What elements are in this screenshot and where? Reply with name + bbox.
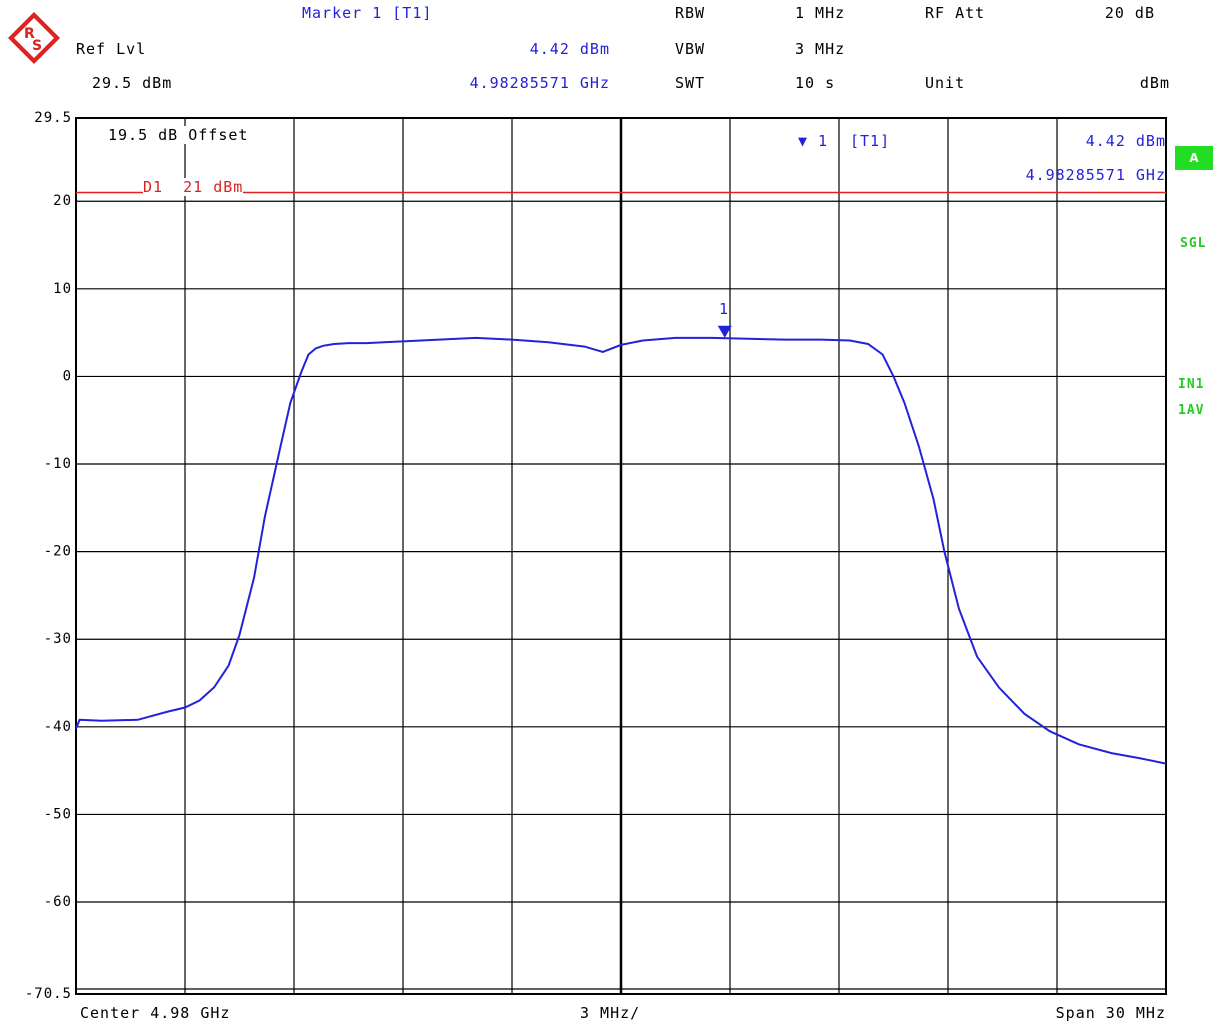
rohde-schwarz-logo: R S <box>6 10 62 66</box>
y-tick-label: -30 <box>44 631 72 647</box>
swt-label: SWT <box>675 74 706 92</box>
avg-label: 1AV <box>1178 403 1205 418</box>
svg-text:S: S <box>32 38 42 54</box>
display-line-label: D1 21 dBm <box>143 178 244 196</box>
trace-1 <box>75 336 1167 765</box>
y-tick-label: -70.5 <box>25 986 72 1002</box>
svg-text:R: R <box>24 26 35 42</box>
marker-box-trace: [T1] <box>850 132 891 150</box>
y-tick-label: -10 <box>44 456 72 472</box>
unit-label: Unit <box>925 74 966 92</box>
offset-note: 19.5 dB Offset <box>108 126 249 144</box>
grid-lines <box>76 118 1166 994</box>
marker-flag: 1 <box>719 300 730 318</box>
frequency-per-division: 3 MHz/ <box>580 1004 641 1022</box>
unit-value: dBm <box>1139 74 1170 92</box>
marker-box-frequency: 4.98285571 GHz <box>1025 166 1166 184</box>
center-frequency: Center 4.98 GHz <box>80 1004 231 1022</box>
y-tick-label: -60 <box>44 894 72 910</box>
ref-lvl-label: Ref Lvl <box>76 40 147 58</box>
marker-label: Marker 1 [T1] <box>302 4 433 22</box>
swt-value: 10 s <box>795 74 836 92</box>
marker-frequency: 4.98285571 GHz <box>469 74 610 92</box>
trace-a-badge: A <box>1175 146 1213 170</box>
y-tick-label: -50 <box>44 806 72 822</box>
frequency-span: Span 30 MHz <box>1055 1004 1166 1022</box>
marker-level: 4.42 dBm <box>529 40 610 58</box>
marker-box-level: 4.42 dBm <box>1085 132 1166 150</box>
marker-1-triangle <box>717 325 732 338</box>
y-tick-label: 0 <box>63 368 72 384</box>
vbw-value: 3 MHz <box>795 40 846 58</box>
rf-att-value: 20 dB <box>1104 4 1155 22</box>
rf-att-label: RF Att <box>925 4 986 22</box>
ref-level-value: 29.5 dBm <box>92 74 173 92</box>
y-tick-labels: 29.5 20 10 0 -10 -20 -30 -40 -50 -60 -70.5 <box>25 110 72 1002</box>
vbw-label: VBW <box>675 40 706 58</box>
rbw-label: RBW <box>675 4 706 22</box>
marker-box-triangle-icon: ▼ <box>798 132 809 150</box>
y-tick-label: -20 <box>44 544 72 560</box>
y-tick-label: 29.5 <box>34 110 72 126</box>
sgl-label: SGL <box>1180 236 1207 251</box>
y-tick-label: 20 <box>53 193 72 209</box>
in1-label: IN1 <box>1178 377 1205 392</box>
rbw-value: 1 MHz <box>795 4 846 22</box>
marker-box-id: 1 <box>818 132 829 150</box>
y-tick-label: 10 <box>53 281 72 297</box>
y-tick-label: -40 <box>44 719 72 735</box>
